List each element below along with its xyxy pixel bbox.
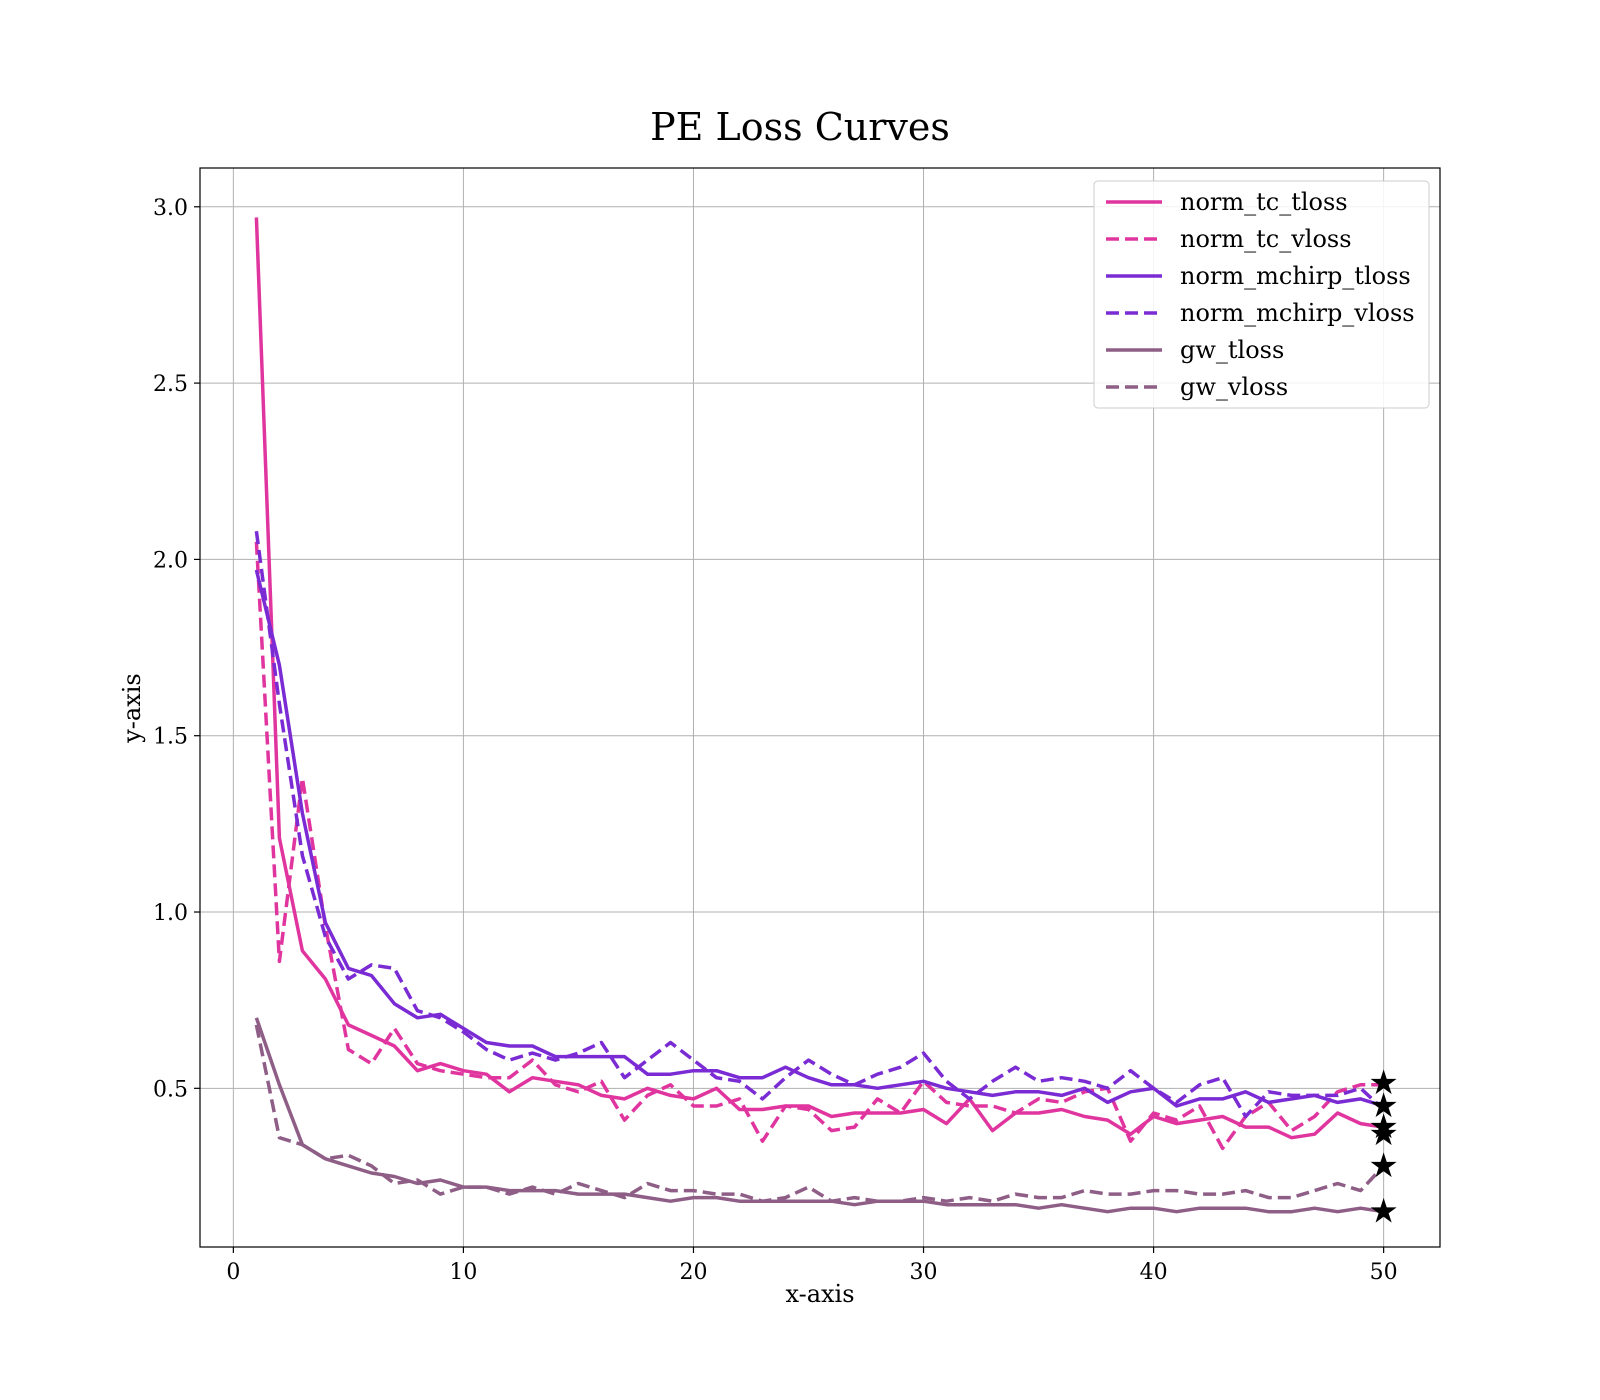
y-axis-label: y-axis: [118, 673, 146, 744]
end-marker-gw-vloss: ★: [1368, 1146, 1398, 1186]
x-tick-label: 30: [910, 1260, 938, 1285]
end-marker-norm-mchirp-tloss: ★: [1368, 1086, 1398, 1126]
legend: norm_tc_tloss norm_tc_vloss norm_mchirp_tl…: [1093, 180, 1430, 409]
series-line-norm-tc-tloss: [254, 217, 1384, 1140]
chart-title: PE Loss Curves: [650, 105, 950, 149]
y-tick-label: 2.5: [153, 372, 188, 397]
series-line-norm-tc-vloss: [254, 541, 1384, 1151]
legend-label-gw-vloss: gw_vloss: [1180, 373, 1288, 401]
legend-label-norm-mchirp-tloss: norm_mchirp_tloss: [1180, 262, 1411, 290]
y-axis-ticks: 0.5 1.0 1.5 2.0 2.5 3.0: [153, 196, 200, 1102]
x-tick-label: 50: [1370, 1260, 1398, 1285]
end-marker-norm-mchirp-vloss: ★: [1368, 1063, 1398, 1103]
legend-label-norm-tc-tloss: norm_tc_tloss: [1180, 188, 1348, 216]
legend-label-gw-tloss: gw_tloss: [1180, 336, 1284, 364]
legend-label-norm-mchirp-vloss: norm_mchirp_vloss: [1180, 299, 1415, 327]
x-axis-label: x-axis: [785, 1280, 854, 1308]
y-tick-label: 1.5: [153, 725, 188, 750]
x-tick-label: 40: [1140, 1260, 1168, 1285]
series-line-norm-mchirp-tloss: [254, 569, 1385, 1108]
end-marker-norm-tc-tloss: ★: [1368, 1107, 1398, 1147]
y-tick-label: 3.0: [153, 196, 188, 221]
y-tick-label: 1.0: [153, 901, 188, 926]
y-tick-label: 0.5: [153, 1077, 188, 1102]
x-axis-ticks: 0 10 20 30 40 50: [226, 1247, 1398, 1285]
series-line-gw-vloss: [254, 1024, 1385, 1203]
series-line-gw-tloss: [254, 1017, 1384, 1214]
series-line-norm-mchirp-vloss: [254, 530, 1385, 1119]
x-tick-label: 20: [679, 1260, 707, 1285]
end-marker-norm-tc-vloss: ★: [1368, 1114, 1398, 1154]
x-tick-label: 0: [226, 1260, 240, 1285]
end-markers: ★★★★★★: [1368, 1063, 1398, 1232]
legend-box: [1093, 180, 1430, 409]
x-tick-label: 10: [449, 1260, 477, 1285]
y-tick-label: 2.0: [153, 548, 188, 573]
series-lines: [254, 217, 1385, 1214]
end-marker-gw-tloss: ★: [1368, 1192, 1398, 1232]
plot-frame: [199, 167, 1441, 1248]
legend-label-norm-tc-vloss: norm_tc_vloss: [1180, 225, 1352, 253]
